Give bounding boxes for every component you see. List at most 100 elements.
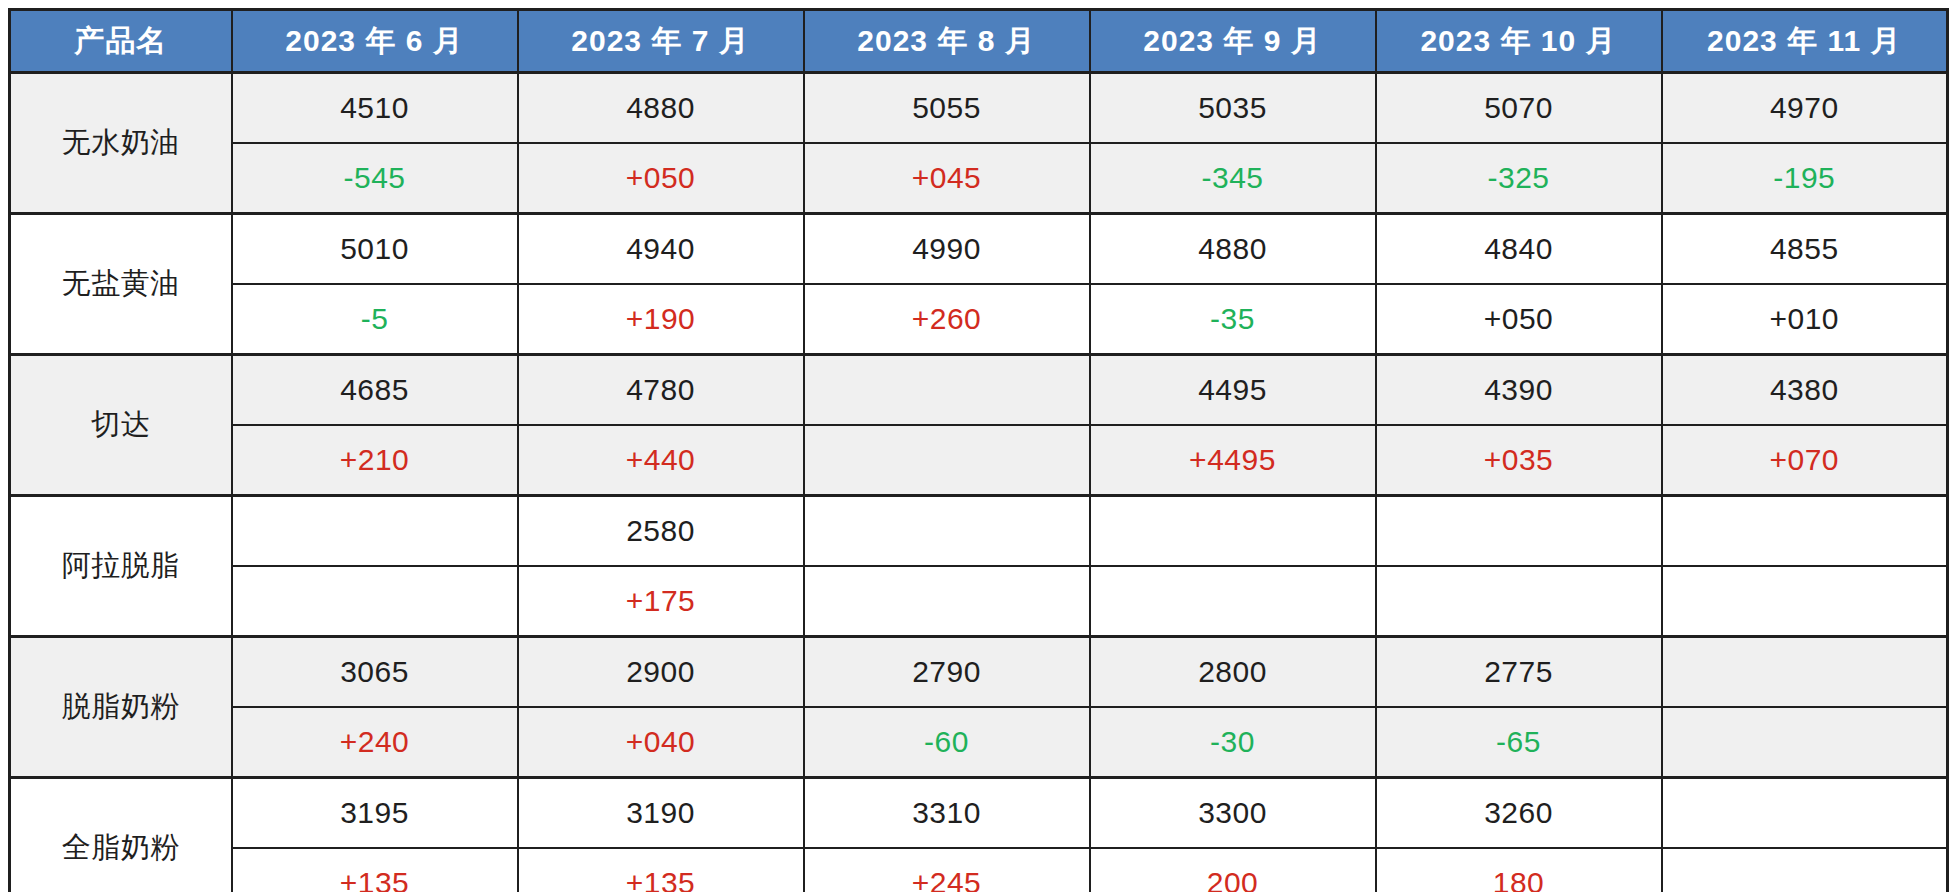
table-row: 全脂奶粉 3195 3190 3310 3300 3260 (10, 778, 1948, 849)
price-cell: 4840 (1376, 214, 1662, 285)
change-cell: 200 (1090, 848, 1376, 892)
table-row: +175 (10, 566, 1948, 637)
product-group: 全脂奶粉 3195 3190 3310 3300 3260 +135 +135 … (10, 778, 1948, 892)
price-cell: 5070 (1376, 73, 1662, 144)
price-cell: 3300 (1090, 778, 1376, 849)
change-cell: +4495 (1090, 425, 1376, 496)
product-group: 无盐黄油 5010 4940 4990 4880 4840 4855 -5 +1… (10, 214, 1948, 355)
change-cell: +240 (232, 707, 518, 778)
table-row: +135 +135 +245 200 180 (10, 848, 1948, 892)
change-cell: +190 (518, 284, 804, 355)
table-row: 脱脂奶粉 3065 2900 2790 2800 2775 (10, 637, 1948, 708)
price-cell: 5055 (804, 73, 1090, 144)
change-cell (804, 566, 1090, 637)
product-group: 无水奶油 4510 4880 5055 5035 5070 4970 -545 … (10, 73, 1948, 214)
price-cell: 4510 (232, 73, 518, 144)
change-cell: +175 (518, 566, 804, 637)
price-cell: 2580 (518, 496, 804, 567)
price-cell: 4855 (1662, 214, 1948, 285)
price-cell (1662, 637, 1948, 708)
change-cell (1090, 566, 1376, 637)
change-cell: -345 (1090, 143, 1376, 214)
price-cell: 3310 (804, 778, 1090, 849)
table-row: 阿拉脱脂 2580 (10, 496, 1948, 567)
header-month-2: 2023 年 7 月 (518, 10, 804, 73)
price-cell: 4685 (232, 355, 518, 426)
product-name-cell: 无水奶油 (10, 73, 232, 214)
change-cell: +050 (1376, 284, 1662, 355)
header-month-6: 2023 年 11 月 (1662, 10, 1948, 73)
change-cell: +135 (518, 848, 804, 892)
change-cell: -35 (1090, 284, 1376, 355)
table-row: +240 +040 -60 -30 -65 (10, 707, 1948, 778)
price-cell: 3195 (232, 778, 518, 849)
table-row: 无盐黄油 5010 4940 4990 4880 4840 4855 (10, 214, 1948, 285)
page: 产品名 2023 年 6 月 2023 年 7 月 2023 年 8 月 202… (0, 0, 1957, 892)
change-cell: -195 (1662, 143, 1948, 214)
table-row: +210 +440 +4495 +035 +070 (10, 425, 1948, 496)
price-cell: 4990 (804, 214, 1090, 285)
change-cell: +045 (804, 143, 1090, 214)
change-cell: +035 (1376, 425, 1662, 496)
change-cell: -30 (1090, 707, 1376, 778)
header-month-5: 2023 年 10 月 (1376, 10, 1662, 73)
change-cell (1662, 848, 1948, 892)
price-cell: 2900 (518, 637, 804, 708)
price-cell: 4970 (1662, 73, 1948, 144)
change-cell: +135 (232, 848, 518, 892)
price-cell (1662, 778, 1948, 849)
product-name-cell: 切达 (10, 355, 232, 496)
change-cell: 180 (1376, 848, 1662, 892)
price-cell: 4940 (518, 214, 804, 285)
change-cell: +210 (232, 425, 518, 496)
table-row: -5 +190 +260 -35 +050 +010 (10, 284, 1948, 355)
product-name-cell: 脱脂奶粉 (10, 637, 232, 778)
price-cell: 3065 (232, 637, 518, 708)
price-cell: 5035 (1090, 73, 1376, 144)
price-cell: 2790 (804, 637, 1090, 708)
price-cell: 2775 (1376, 637, 1662, 708)
table-row: 无水奶油 4510 4880 5055 5035 5070 4970 (10, 73, 1948, 144)
price-cell: 4880 (1090, 214, 1376, 285)
product-name-cell: 全脂奶粉 (10, 778, 232, 892)
price-cell (804, 355, 1090, 426)
header-month-4: 2023 年 9 月 (1090, 10, 1376, 73)
change-cell (1662, 707, 1948, 778)
change-cell (804, 425, 1090, 496)
change-cell: +070 (1662, 425, 1948, 496)
price-cell: 4495 (1090, 355, 1376, 426)
change-cell: +260 (804, 284, 1090, 355)
product-group: 脱脂奶粉 3065 2900 2790 2800 2775 +240 +040 … (10, 637, 1948, 778)
price-cell: 5010 (232, 214, 518, 285)
price-cell (804, 496, 1090, 567)
price-cell (1376, 496, 1662, 567)
price-cell: 4380 (1662, 355, 1948, 426)
change-cell (1376, 566, 1662, 637)
product-name-cell: 无盐黄油 (10, 214, 232, 355)
price-cell: 3190 (518, 778, 804, 849)
price-cell: 4880 (518, 73, 804, 144)
change-cell: -60 (804, 707, 1090, 778)
price-cell: 4390 (1376, 355, 1662, 426)
change-cell: +010 (1662, 284, 1948, 355)
product-group: 切达 4685 4780 4495 4390 4380 +210 +440 +4… (10, 355, 1948, 496)
change-cell: -325 (1376, 143, 1662, 214)
header-month-1: 2023 年 6 月 (232, 10, 518, 73)
header-month-3: 2023 年 8 月 (804, 10, 1090, 73)
product-group: 阿拉脱脂 2580 +175 (10, 496, 1948, 637)
table-row: -545 +050 +045 -345 -325 -195 (10, 143, 1948, 214)
price-cell: 2800 (1090, 637, 1376, 708)
price-cell: 4780 (518, 355, 804, 426)
header-row: 产品名 2023 年 6 月 2023 年 7 月 2023 年 8 月 202… (10, 10, 1948, 73)
price-cell (232, 496, 518, 567)
product-name-cell: 阿拉脱脂 (10, 496, 232, 637)
change-cell: +050 (518, 143, 804, 214)
change-cell: +440 (518, 425, 804, 496)
change-cell: +245 (804, 848, 1090, 892)
change-cell (232, 566, 518, 637)
change-cell: +040 (518, 707, 804, 778)
change-cell: -65 (1376, 707, 1662, 778)
header-product-name: 产品名 (10, 10, 232, 73)
table-header: 产品名 2023 年 6 月 2023 年 7 月 2023 年 8 月 202… (10, 10, 1948, 73)
price-cell (1090, 496, 1376, 567)
